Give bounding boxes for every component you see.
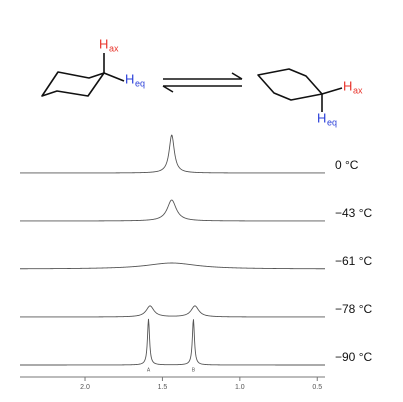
x-tick-label: 1.5 (158, 384, 168, 391)
x-tick-label: 0.5 (312, 384, 322, 391)
x-tick-label: 1.0 (235, 384, 245, 391)
peak-label: B (192, 367, 196, 373)
spectrum-trace (20, 262, 325, 270)
atom-subscript: ax (109, 43, 119, 53)
ring (41, 71, 105, 97)
ring (257, 68, 323, 101)
left-chair: H ax H eq (41, 36, 145, 97)
atom-subscript: eq (327, 117, 337, 127)
arrow (163, 72, 243, 80)
spectrum-trace (20, 134, 325, 174)
temperature-label: −61 °C (335, 254, 372, 268)
temperature-label: −78 °C (335, 302, 372, 316)
atom-label: H (317, 110, 326, 125)
atom-label: H (99, 36, 108, 51)
peak-label: A (147, 367, 151, 373)
atom-subscript: ax (353, 85, 363, 95)
x-tick-label: 2.0 (80, 384, 90, 391)
atom-subscript: eq (135, 78, 145, 88)
right-chair: H ax H eq (257, 68, 363, 127)
spectrum-trace (20, 318, 325, 366)
equilibrium-arrows (162, 72, 243, 93)
spectrum-trace (20, 305, 325, 318)
spectrum-trace (20, 199, 325, 222)
bond (103, 72, 125, 82)
atom-label: H (343, 78, 352, 93)
temperature-label: −43 °C (335, 206, 372, 220)
temperature-label: 0 °C (335, 158, 359, 172)
bond (321, 87, 343, 95)
temperature-label: −90 °C (335, 350, 372, 364)
arrow (162, 85, 242, 93)
atom-label: H (125, 71, 134, 86)
